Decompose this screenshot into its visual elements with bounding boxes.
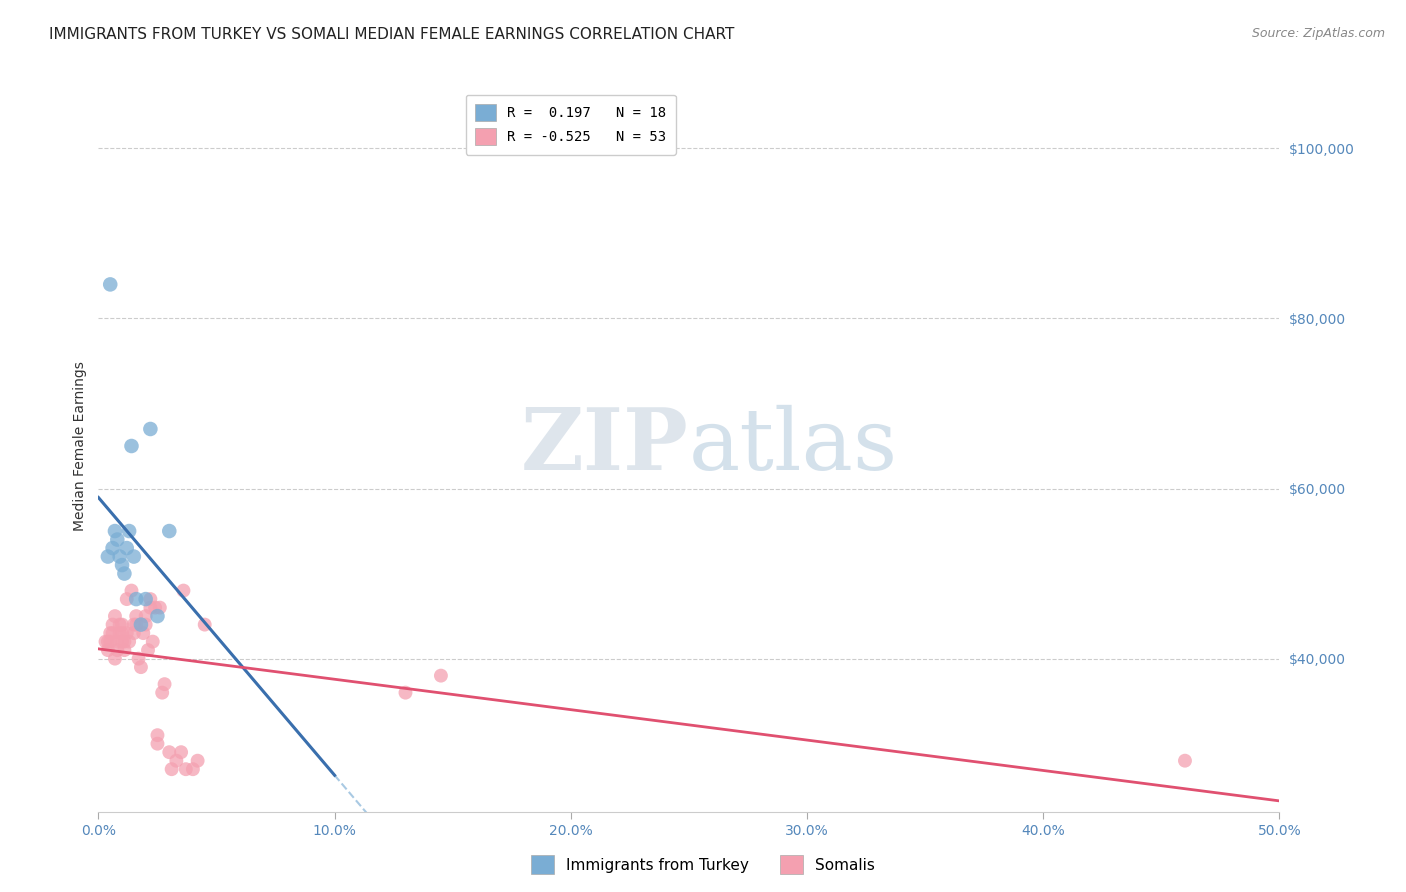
Text: Source: ZipAtlas.com: Source: ZipAtlas.com [1251, 27, 1385, 40]
Point [108, 617, 131, 632]
Point [142, 634, 165, 648]
Point [170, 745, 193, 759]
Point [157, 524, 180, 538]
Point [153, 677, 176, 691]
Point [135, 609, 157, 624]
Point [125, 592, 148, 607]
Point [101, 541, 124, 555]
Point [194, 617, 217, 632]
Point [136, 643, 159, 657]
Point [105, 643, 128, 657]
Point [111, 634, 134, 648]
Point [104, 524, 127, 538]
Point [139, 422, 162, 436]
Point [112, 643, 135, 657]
Point [187, 754, 209, 768]
Point [97, 549, 120, 564]
Point [146, 737, 169, 751]
Point [172, 583, 194, 598]
Point [125, 609, 148, 624]
Point [108, 549, 131, 564]
Point [101, 617, 124, 632]
Point [115, 626, 138, 640]
Point [111, 617, 134, 632]
Point [135, 592, 157, 607]
Point [150, 686, 173, 700]
Point [174, 762, 197, 776]
Point [143, 600, 166, 615]
Point [118, 524, 141, 538]
Point [97, 643, 120, 657]
Y-axis label: Median Female Earnings: Median Female Earnings [73, 361, 87, 531]
Text: IMMIGRANTS FROM TURKEY VS SOMALI MEDIAN FEMALE EARNINGS CORRELATION CHART: IMMIGRANTS FROM TURKEY VS SOMALI MEDIAN … [49, 27, 734, 42]
Point [139, 600, 162, 615]
Point [139, 592, 162, 607]
Point [121, 439, 143, 453]
Point [104, 609, 127, 624]
Legend: R =  0.197   N = 18, R = -0.525   N = 53: R = 0.197 N = 18, R = -0.525 N = 53 [465, 95, 676, 155]
Point [101, 626, 124, 640]
Point [118, 634, 141, 648]
Point [115, 541, 138, 555]
Point [146, 728, 169, 742]
Legend: Immigrants from Turkey, Somalis: Immigrants from Turkey, Somalis [524, 849, 882, 880]
Point [430, 668, 453, 682]
Point [1174, 754, 1197, 768]
Point [105, 533, 128, 547]
Point [129, 660, 152, 674]
Point [122, 549, 145, 564]
Point [111, 558, 134, 572]
Point [98, 634, 121, 648]
Point [111, 626, 134, 640]
Point [94, 634, 117, 648]
Point [132, 626, 155, 640]
Point [160, 762, 183, 776]
Point [129, 617, 152, 632]
Point [149, 600, 172, 615]
Point [128, 651, 150, 665]
Point [98, 626, 121, 640]
Point [165, 754, 187, 768]
Point [146, 609, 169, 624]
Text: ZIP: ZIP [522, 404, 689, 488]
Point [122, 626, 145, 640]
Point [181, 762, 204, 776]
Point [98, 277, 121, 292]
Point [112, 566, 135, 581]
Point [135, 617, 157, 632]
Text: atlas: atlas [689, 404, 898, 488]
Point [125, 617, 148, 632]
Point [97, 634, 120, 648]
Point [112, 634, 135, 648]
Point [157, 745, 180, 759]
Point [122, 617, 145, 632]
Point [121, 583, 143, 598]
Point [394, 686, 416, 700]
Point [115, 592, 138, 607]
Point [104, 651, 127, 665]
Point [108, 626, 131, 640]
Point [105, 634, 128, 648]
